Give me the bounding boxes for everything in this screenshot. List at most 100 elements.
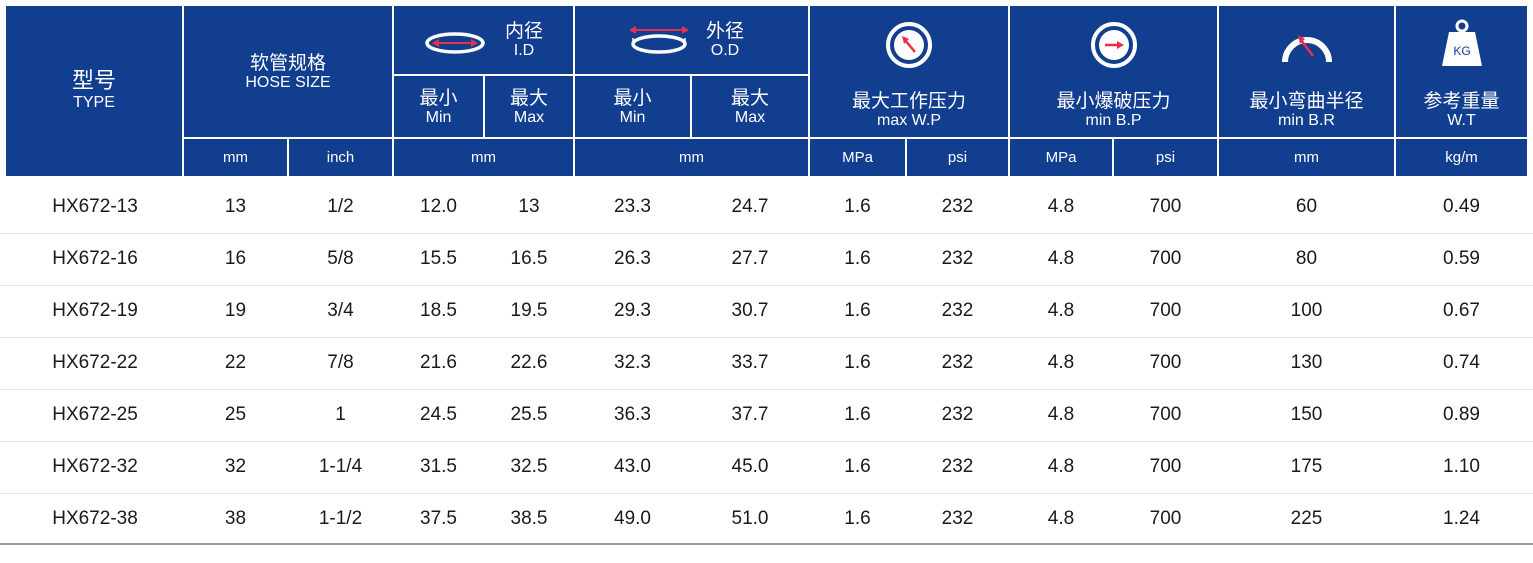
cell-hose-mm: 32 [224,456,247,477]
cell-bp-mpa: 4.8 [1047,352,1075,373]
cell-id-max: 25.5 [510,404,548,425]
cell-wp-mpa: 1.6 [844,248,871,269]
cell-type: HX672-25 [52,404,138,425]
cell-wt: 0.59 [1443,248,1480,269]
cell-br: 150 [1290,404,1323,425]
unit-wp-mpa: MPa [810,139,905,176]
header-bp-zh: 最小爆破压力 [1056,90,1171,112]
cell-br: 130 [1290,352,1323,373]
cell-wp-psi: 232 [941,508,974,529]
cell-bp-psi: 700 [1149,248,1182,269]
unit-br-mm: mm [1219,139,1394,176]
cell-bp-mpa: 4.8 [1047,300,1075,321]
cell-hose-mm: 16 [224,248,247,269]
cell-wt: 0.67 [1443,300,1480,321]
burst-gauge-icon [1089,20,1139,75]
cell-bp-psi: 700 [1149,404,1182,425]
cell-wp-mpa: 1.6 [844,456,871,477]
cell-wt: 0.49 [1443,196,1480,217]
cell-od-min: 29.3 [614,300,651,321]
cell-bp-mpa: 4.8 [1047,404,1075,425]
cell-hose-mm: 38 [224,508,247,529]
cell-id-max: 38.5 [510,508,548,529]
cell-od-max: 45.0 [731,456,769,477]
cell-od-max: 37.7 [731,404,769,425]
cell-type: HX672-13 [52,196,138,217]
outer-diameter-icon [627,24,691,63]
cell-hose-mm: 25 [224,404,247,425]
header-id-en: I.D [513,42,535,59]
header-wt-zh: 参考重量 [1423,90,1500,112]
header-od-zh: 外径 [705,20,744,42]
cell-wp-psi: 232 [941,196,974,217]
cell-bp-psi: 700 [1149,508,1182,529]
weight-kg-icon: KG [1440,18,1484,68]
unit-hose-inch: inch [289,139,392,176]
cell-hose-inch: 1/2 [327,196,354,217]
cell-id-min: 24.5 [420,404,457,425]
header-id-max-zh: 最大 [509,86,548,109]
cell-od-min: 36.3 [614,404,651,425]
bend-radius-icon [1279,20,1335,71]
cell-id-min: 37.5 [420,508,457,529]
header-hose-en: HOSE SIZE [245,73,331,91]
cell-hose-inch: 3/4 [327,300,354,321]
cell-wt: 1.10 [1443,456,1480,477]
header-weight: KG 参考重量 W.T [1396,6,1527,137]
cell-hose-mm: 19 [224,300,247,321]
cell-type: HX672-32 [52,456,138,477]
header-od-max-en: Max [734,108,766,126]
cell-wt: 1.24 [1443,508,1480,529]
header-od-min-zh: 最小 [613,86,652,109]
inner-diameter-icon [424,30,486,61]
cell-type: HX672-16 [52,248,138,269]
header-max-wp: 最大工作压力 max W.P [810,6,1008,137]
header-id-min-zh: 最小 [419,86,458,109]
cell-bp-psi: 700 [1149,456,1182,477]
table-row: HX672-38 38 1-1/2 37.5 38.5 49.0 51.0 1.… [0,493,1533,545]
cell-bp-mpa: 4.8 [1047,508,1075,529]
cell-hose-inch: 7/8 [327,352,354,373]
cell-od-min: 23.3 [614,196,651,217]
header-id-min-en: Min [425,108,452,126]
cell-bp-mpa: 4.8 [1047,196,1075,217]
header-od-min: 最小 Min [575,76,690,137]
cell-hose-inch: 1-1/2 [318,508,363,529]
cell-id-min: 18.5 [420,300,457,321]
cell-wp-psi: 232 [941,300,974,321]
cell-bp-psi: 700 [1149,196,1182,217]
cell-od-min: 49.0 [614,508,651,529]
unit-wt-kgm: kg/m [1396,139,1527,176]
cell-hose-inch: 1-1/4 [318,456,363,477]
cell-id-max: 32.5 [510,456,548,477]
cell-wp-psi: 232 [941,352,974,373]
header-od: 外径 O.D [575,6,808,74]
unit-bp-mpa: MPa [1010,139,1112,176]
cell-br: 80 [1295,248,1318,269]
header-hose-size: 软管规格 HOSE SIZE [184,6,392,137]
header-od-min-en: Min [619,108,646,126]
header-type-zh: 型号 [71,69,116,94]
cell-id-min: 21.6 [420,352,457,373]
cell-od-max: 33.7 [731,352,769,373]
unit-wp-psi: psi [907,139,1008,176]
table-row: HX672-22 22 7/8 21.6 22.6 32.3 33.7 1.6 … [0,337,1533,390]
cell-wt: 0.74 [1443,352,1480,373]
cell-od-min: 26.3 [614,248,651,269]
cell-hose-inch: 5/8 [327,248,354,269]
header-hose-zh: 软管规格 [249,51,326,74]
header-id-min: 最小 Min [394,76,483,137]
table-row: HX672-13 13 1/2 12.0 13 23.3 24.7 1.6 23… [0,181,1533,234]
cell-wp-mpa: 1.6 [844,508,871,529]
cell-id-min: 15.5 [420,248,457,269]
cell-hose-inch: 1 [335,404,346,425]
cell-wp-mpa: 1.6 [844,352,871,373]
header-od-max-zh: 最大 [730,86,769,109]
cell-od-max: 30.7 [731,300,769,321]
cell-br: 175 [1290,456,1323,477]
table-row: HX672-25 25 1 24.5 25.5 36.3 37.7 1.6 23… [0,389,1533,442]
cell-id-max: 19.5 [510,300,548,321]
cell-type: HX672-22 [52,352,138,373]
cell-id-max: 16.5 [510,248,548,269]
cell-wp-psi: 232 [941,456,974,477]
